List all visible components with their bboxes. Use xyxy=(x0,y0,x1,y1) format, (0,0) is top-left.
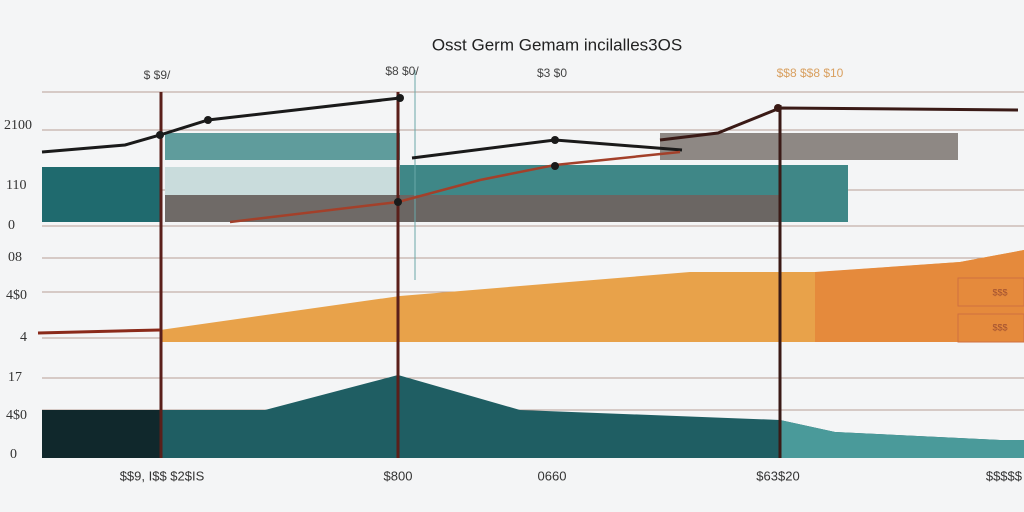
vertical-lines xyxy=(159,70,782,458)
bar xyxy=(42,167,160,222)
y-label: 08 xyxy=(8,250,22,265)
y-label: 17 xyxy=(8,370,22,385)
y-label: 4$0 xyxy=(6,288,27,303)
point xyxy=(394,198,402,206)
point xyxy=(551,136,559,144)
line xyxy=(37,328,161,335)
y-label: 2100 xyxy=(4,118,32,133)
line xyxy=(659,106,1019,142)
chart-title: Osst Germ Gemam incilalles3OS xyxy=(432,35,682,54)
x-label: $$$$$ xyxy=(986,468,1023,483)
point xyxy=(551,162,559,170)
box-label: $$$ xyxy=(992,322,1007,332)
top-label: $3 $0 xyxy=(537,66,567,80)
point xyxy=(204,116,212,124)
top-label: $$8 $$8 $10 xyxy=(777,66,844,80)
point xyxy=(774,104,782,112)
bar xyxy=(165,195,400,222)
area xyxy=(815,250,1024,342)
box-label: $$$ xyxy=(992,287,1007,297)
line xyxy=(229,150,681,224)
bar xyxy=(165,133,400,160)
y-label: 4$0 xyxy=(6,408,27,423)
x-label: 0660 xyxy=(538,468,567,483)
x-label: $800 xyxy=(384,468,413,483)
lines xyxy=(37,94,1019,335)
bar xyxy=(165,167,400,195)
x-label: $63$20 xyxy=(756,468,799,483)
y-label: 4 xyxy=(20,330,27,345)
point xyxy=(396,94,404,102)
point xyxy=(156,131,164,139)
bar xyxy=(400,195,780,222)
y-label: 0 xyxy=(10,447,17,462)
label-box xyxy=(957,277,1024,307)
bars xyxy=(42,133,958,222)
y-label: 110 xyxy=(6,178,26,193)
bar xyxy=(660,133,958,160)
top-label: $8 $0/ xyxy=(385,64,419,78)
x-label: $$9, I$$ $2$IS xyxy=(120,468,205,483)
label-box xyxy=(957,313,1024,343)
area xyxy=(42,410,162,458)
area xyxy=(160,250,1024,342)
y-label: 0 xyxy=(8,218,15,233)
top-label: $ $9/ xyxy=(144,68,171,82)
area xyxy=(780,420,1024,458)
